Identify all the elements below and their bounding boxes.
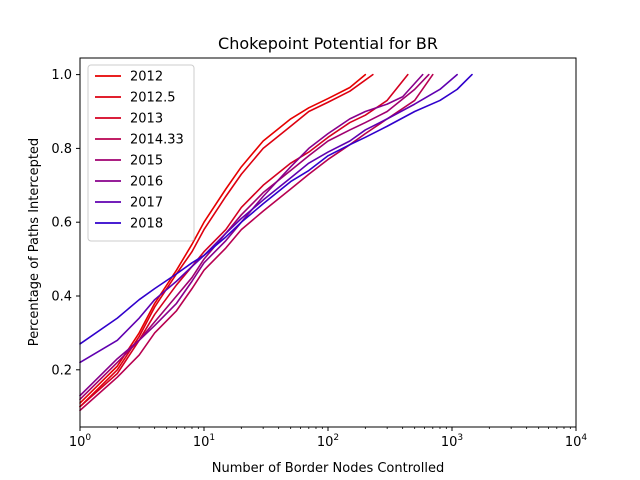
legend-label: 2013 bbox=[130, 112, 163, 127]
legend-label: 2012 bbox=[130, 70, 163, 85]
y-axis-ticks: 0.2 0.4 0.6 0.8 1.0 bbox=[51, 68, 80, 378]
series-line-2015 bbox=[79, 73, 430, 401]
legend-label: 2017 bbox=[130, 196, 163, 211]
x-tick-label-exponent: 2 bbox=[333, 433, 339, 443]
series-line-2014-33 bbox=[79, 73, 434, 412]
plot-lines bbox=[79, 73, 473, 412]
chart-title: Chokepoint Potential for BR bbox=[218, 34, 438, 53]
legend-box bbox=[87, 64, 195, 242]
x-axis-label: Number of Border Nodes Controlled bbox=[212, 461, 444, 476]
series-line-2012-5 bbox=[79, 73, 374, 408]
x-axis-ticks: 100 101 102 103 104 bbox=[69, 427, 588, 450]
x-tick-label-base: 10 bbox=[565, 435, 582, 450]
x-tick-label: 104 bbox=[565, 433, 588, 450]
legend-label: 2015 bbox=[130, 154, 163, 169]
legend-label: 2016 bbox=[130, 175, 163, 190]
x-tick-label-base: 10 bbox=[69, 435, 86, 450]
x-tick-label: 100 bbox=[69, 433, 92, 450]
x-tick-label: 102 bbox=[317, 433, 339, 450]
series-line-2017 bbox=[79, 73, 458, 364]
x-tick-label-exponent: 1 bbox=[209, 433, 215, 443]
y-tick-label: 0.8 bbox=[51, 142, 72, 157]
y-tick-label: 1.0 bbox=[51, 68, 72, 83]
x-tick-label-exponent: 0 bbox=[85, 433, 91, 443]
legend-label: 2018 bbox=[130, 217, 163, 232]
x-tick-label-base: 10 bbox=[441, 435, 458, 450]
x-tick-label: 103 bbox=[441, 433, 463, 450]
y-tick-label: 0.2 bbox=[51, 363, 72, 378]
legend-label: 2014.33 bbox=[130, 133, 184, 148]
series-line-2012 bbox=[79, 73, 367, 404]
x-tick-label-exponent: 3 bbox=[457, 433, 463, 443]
legend: 2012 2012.5 2013 2014.33 2015 2016 2017 2018 bbox=[87, 64, 195, 242]
series-line-2018 bbox=[79, 73, 473, 345]
x-tick-label-base: 10 bbox=[193, 435, 210, 450]
legend-label: 2012.5 bbox=[130, 91, 176, 106]
y-tick-label: 0.4 bbox=[51, 290, 72, 305]
series-line-2013 bbox=[79, 73, 409, 408]
x-tick-label-base: 10 bbox=[317, 435, 334, 450]
x-tick-label: 101 bbox=[193, 433, 215, 450]
x-tick-label-exponent: 4 bbox=[581, 433, 587, 443]
y-tick-label: 0.6 bbox=[51, 216, 72, 231]
y-axis-label: Percentage of Paths Intercepted bbox=[27, 138, 42, 346]
